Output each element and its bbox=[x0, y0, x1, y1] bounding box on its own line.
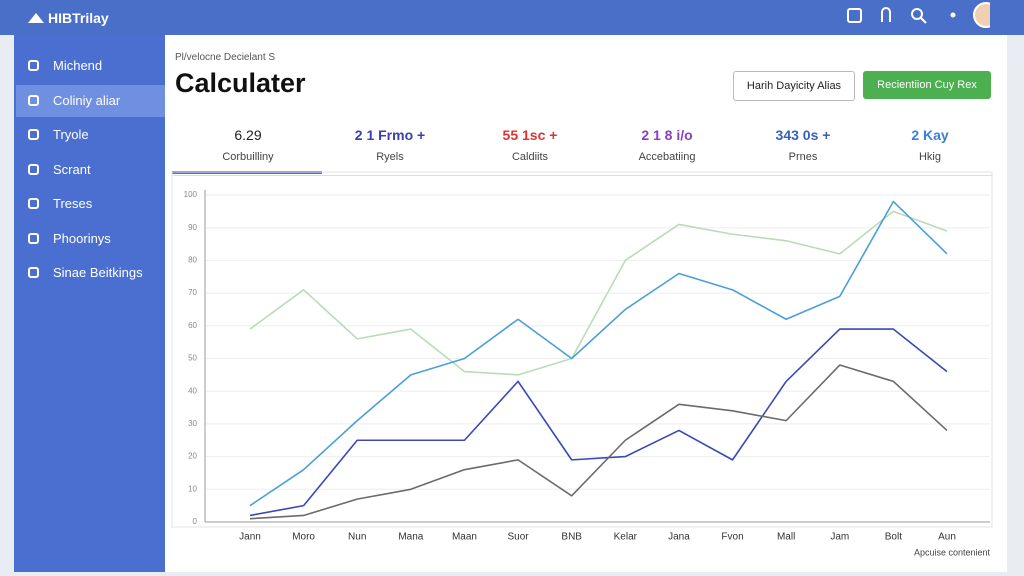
stat-label: Hkig bbox=[918, 151, 941, 163]
x-tick-label: Mana bbox=[398, 532, 423, 543]
header-icons[interactable] bbox=[840, 0, 990, 35]
sidebar-item[interactable]: Treses bbox=[16, 188, 165, 220]
brand: HIBTrilay bbox=[48, 10, 109, 26]
button[interactable]: Recientiion Cuy Rex bbox=[863, 71, 991, 99]
sidebar-icon bbox=[28, 198, 39, 209]
stat-tab[interactable]: 55 1sc + Caldiits bbox=[460, 127, 600, 163]
sidebar-label: Scrant bbox=[53, 161, 91, 177]
x-tick-label: Aun bbox=[938, 532, 956, 543]
stat-label: Ryels bbox=[376, 151, 404, 163]
divider bbox=[172, 175, 992, 176]
y-tick-label: 0 bbox=[193, 517, 198, 526]
plot-frame bbox=[171, 171, 993, 528]
sidebar-label: Michend bbox=[53, 58, 103, 73]
x-tick-label: Mall bbox=[777, 532, 795, 543]
stat-label: Corbuilliny bbox=[222, 151, 274, 163]
stat-tab[interactable]: 2 1 8 i/o Accebatiing bbox=[597, 127, 737, 163]
sidebar-label: Treses bbox=[53, 196, 93, 211]
y-tick-label: 10 bbox=[188, 484, 197, 493]
sidebar-item[interactable]: Tryole bbox=[16, 119, 165, 151]
sidebar-icon bbox=[28, 129, 39, 140]
page-title: Calculater bbox=[175, 68, 306, 98]
x-tick-label: Suor bbox=[508, 532, 530, 543]
stat-label: Caldiits bbox=[511, 151, 549, 163]
series-line bbox=[249, 210, 948, 376]
y-tick-label: 90 bbox=[188, 223, 197, 232]
sidebar-icon bbox=[28, 232, 39, 244]
breadcrumb: Pl/velocne Decielant S bbox=[175, 52, 276, 63]
sidebar-label: Tryole bbox=[53, 127, 89, 142]
series-line bbox=[249, 364, 948, 520]
x-tick-label: Jann bbox=[239, 532, 261, 543]
sidebar: Michend Coliniy aliar Tryole Scrant Treses Ph… bbox=[14, 35, 165, 572]
stat-value: 2 Kay bbox=[911, 127, 949, 143]
y-tick-label: 60 bbox=[188, 321, 197, 330]
sidebar-label: Coliniy aliar bbox=[53, 92, 121, 108]
stat-value: 2 1 Frmo + bbox=[354, 127, 426, 143]
x-tick-label: Moro bbox=[292, 532, 315, 543]
stat-label: Prnes bbox=[788, 151, 818, 163]
y-tick-label: 50 bbox=[188, 354, 197, 363]
stat-tab[interactable]: 2 Kay Hkig bbox=[860, 127, 1000, 163]
stat-value: 6.29 bbox=[234, 127, 262, 143]
stat-tab[interactable]: 6.29 Corbuilliny bbox=[178, 127, 318, 163]
y-tick-label: 100 bbox=[184, 190, 198, 199]
sidebar-label: Phoorinys bbox=[53, 230, 111, 246]
x-tick-label: Jana bbox=[668, 532, 690, 543]
stat-value: 2 1 8 i/o bbox=[641, 127, 693, 143]
x-tick-label: Bolt bbox=[885, 532, 902, 543]
main-panel: Pl/velocne Decielant S Calculater Harih … bbox=[165, 35, 1007, 572]
sidebar-icon bbox=[28, 60, 39, 71]
y-tick-label: 30 bbox=[188, 419, 197, 428]
button[interactable]: Harih Dayicity Alias bbox=[733, 71, 855, 101]
x-tick-label: BNB bbox=[561, 532, 582, 543]
stat-value: 55 1sc + bbox=[502, 127, 558, 143]
sidebar-item[interactable]: Phoorinys bbox=[16, 223, 165, 255]
sidebar-item[interactable]: Michend bbox=[16, 50, 165, 82]
y-tick-label: 20 bbox=[188, 452, 197, 461]
logo bbox=[28, 13, 44, 23]
series-line bbox=[249, 200, 948, 507]
sidebar-icon bbox=[28, 163, 39, 175]
sidebar-item[interactable]: Coliniy aliar bbox=[16, 84, 165, 117]
stat-value: 343 0s + bbox=[775, 127, 831, 143]
y-tick-label: 70 bbox=[188, 288, 197, 297]
stat-label: Accebatiing bbox=[638, 151, 696, 163]
x-tick-label: Jam bbox=[830, 532, 849, 543]
y-tick-label: 80 bbox=[188, 256, 197, 265]
y-tick-label: 40 bbox=[188, 386, 197, 395]
header: HIBTrilay bbox=[0, 0, 1024, 35]
x-tick-label: Fvon bbox=[721, 532, 743, 543]
sidebar-icon bbox=[28, 267, 39, 278]
sidebar-label: Sinae Beitkings bbox=[53, 265, 143, 280]
x-axis-label: Apcuise contenient bbox=[914, 547, 991, 557]
x-tick-label: Kelar bbox=[614, 532, 638, 543]
x-tick-label: Nun bbox=[348, 532, 366, 543]
x-tick-label: Maan bbox=[452, 532, 477, 543]
stat-tab[interactable]: 2 1 Frmo + Ryels bbox=[320, 127, 460, 163]
sidebar-icon bbox=[28, 94, 39, 106]
sidebar-item[interactable]: Sinae Beitkings bbox=[16, 257, 165, 289]
sidebar-item[interactable]: Scrant bbox=[16, 154, 165, 186]
stat-tab[interactable]: 343 0s + Prnes bbox=[733, 127, 873, 163]
series-line bbox=[249, 328, 948, 517]
